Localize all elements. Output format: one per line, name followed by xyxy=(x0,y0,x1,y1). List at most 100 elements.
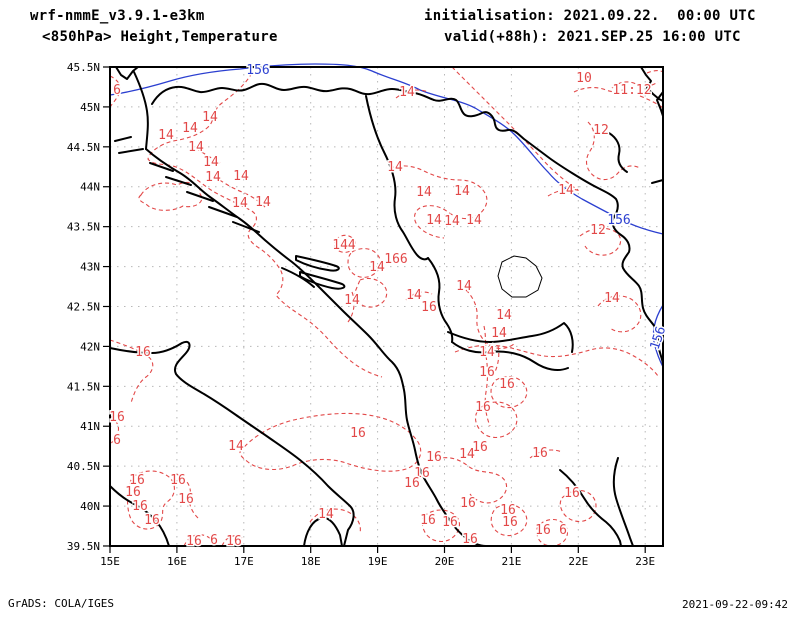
axis-tick-label: 43N xyxy=(80,261,100,274)
temperature-contour-label: 14 xyxy=(233,169,249,184)
coastline-border xyxy=(447,322,574,353)
temperature-contour xyxy=(389,165,488,239)
temperature-contour xyxy=(465,289,515,350)
temperature-contour-label: 16 xyxy=(499,377,515,392)
height-contour xyxy=(652,304,664,368)
temperature-contour-label: 6 xyxy=(559,523,567,538)
temperature-contour xyxy=(147,72,383,378)
temperature-contour-label: 16 xyxy=(404,476,420,491)
temperature-contour-label: 10 xyxy=(576,71,592,86)
temperature-contour-label: 16 xyxy=(502,515,518,530)
temperature-contour-label: 14 xyxy=(158,128,174,143)
temperature-contour-label: 12 xyxy=(590,223,606,238)
axis-tick-label: 17E xyxy=(234,555,254,568)
temperature-contour-label: 11:12 xyxy=(612,83,651,98)
axis-tick-label: 44N xyxy=(80,181,100,194)
temperature-contour xyxy=(138,181,203,211)
axis-tick-label: 15E xyxy=(100,555,120,568)
temperature-contour xyxy=(451,66,579,191)
temperature-contour xyxy=(639,95,664,109)
temperature-contour-label: 6 xyxy=(113,83,121,98)
temperature-contour xyxy=(597,295,642,333)
temperature-contour-label: 14 xyxy=(202,110,218,125)
coastline-border xyxy=(303,516,343,547)
temperature-contour-label: 14 xyxy=(416,185,432,200)
temperature-contour-label: 14 xyxy=(491,326,507,341)
coastline-border xyxy=(109,340,355,547)
temperature-contour-label: 14 xyxy=(399,85,415,100)
axis-tick-label: 18E xyxy=(301,555,321,568)
temperature-contour-label: 16 xyxy=(144,513,160,528)
temperature-contour xyxy=(354,277,388,308)
coastline-border xyxy=(365,95,429,261)
axis-tick-label: 41.5N xyxy=(67,380,100,393)
coastline-border xyxy=(640,66,664,102)
coastline-border xyxy=(186,191,214,202)
axis-tick-label: 16E xyxy=(167,555,187,568)
temperature-contour-label: 14 xyxy=(255,195,271,210)
temperature-contour-label: 16 xyxy=(535,523,551,538)
temperature-contour-label: 16 xyxy=(350,426,366,441)
temperature-contour-label: 14 xyxy=(444,214,460,229)
temperature-contour-label: 16 xyxy=(226,534,242,549)
temperature-contour-label: 14 xyxy=(604,291,620,306)
temperature-contour xyxy=(484,355,491,427)
height-contour-label: 156 xyxy=(246,63,269,78)
coastline-border xyxy=(133,71,149,150)
level-variable-title: <850hPa> Height,Temperature xyxy=(42,29,278,45)
temperature-contour xyxy=(579,227,622,256)
temperature-contour-label: 14 xyxy=(456,279,472,294)
axis-tick-label: 45.5N xyxy=(67,61,100,74)
axis-tick-label: 22E xyxy=(568,555,588,568)
temperature-contour xyxy=(529,449,563,459)
coastline-border xyxy=(281,267,315,288)
temperature-contour xyxy=(221,535,243,547)
temperature-contour-label: 14 xyxy=(387,160,403,175)
temperature-contour xyxy=(421,509,461,543)
axis-tick-label: 21E xyxy=(501,555,521,568)
temperature-contour-label: 16 xyxy=(475,400,491,415)
axis-tick-label: 45N xyxy=(80,101,100,114)
temperature-contour-label: 16 xyxy=(460,496,476,511)
axis-tick-label: 41N xyxy=(80,420,100,433)
temperature-contour-label: 16 xyxy=(178,492,194,507)
temperature-contour-label: 6 xyxy=(113,433,121,448)
temperature-contour xyxy=(454,344,659,377)
temperature-contour-label: 16 xyxy=(186,534,202,549)
temperature-contour-label: 16 xyxy=(479,365,495,380)
temperature-contour xyxy=(405,291,433,301)
temperature-contour-label: 16 xyxy=(462,532,478,547)
height-contour xyxy=(109,63,664,235)
coastline-border xyxy=(451,341,569,371)
axis-tick-label: 39.5N xyxy=(67,540,100,553)
temperature-contour-label: 6 xyxy=(210,533,218,548)
temperature-contour-label: 16 xyxy=(472,440,488,455)
temperature-contour-label: 14 xyxy=(479,345,495,360)
initialisation-time: initialisation: 2021.09.22. 00:00 UTC xyxy=(424,8,756,24)
coastline-border xyxy=(115,66,139,80)
temperature-contour xyxy=(183,534,216,547)
temperature-contour-label: 16 xyxy=(442,515,458,530)
temperature-contour xyxy=(493,345,500,375)
coastline-border xyxy=(208,206,238,218)
temperature-contour xyxy=(646,70,664,74)
temperature-contour xyxy=(347,248,381,278)
temperature-contour-label: 16 xyxy=(426,450,442,465)
temperature-contour xyxy=(536,518,569,547)
coastline-border xyxy=(608,132,628,173)
temperature-contour-label: 14 xyxy=(454,184,470,199)
temperature-contour xyxy=(429,457,508,504)
temperature-contour xyxy=(573,87,627,93)
height-contour-label: 156 xyxy=(648,325,670,352)
coastline-border xyxy=(295,255,340,272)
coastline-border xyxy=(299,271,346,290)
temperature-contour xyxy=(126,470,175,530)
temperature-contour-label: 16 xyxy=(132,499,148,514)
grads-credit: GrADS: COLA/IGES xyxy=(8,597,114,610)
temperature-contour xyxy=(175,473,199,519)
coastline-border xyxy=(612,457,634,547)
coastline-border xyxy=(118,148,144,154)
temperature-contour-label: 16 xyxy=(109,410,125,425)
temperature-contour-label: 14 xyxy=(188,140,204,155)
